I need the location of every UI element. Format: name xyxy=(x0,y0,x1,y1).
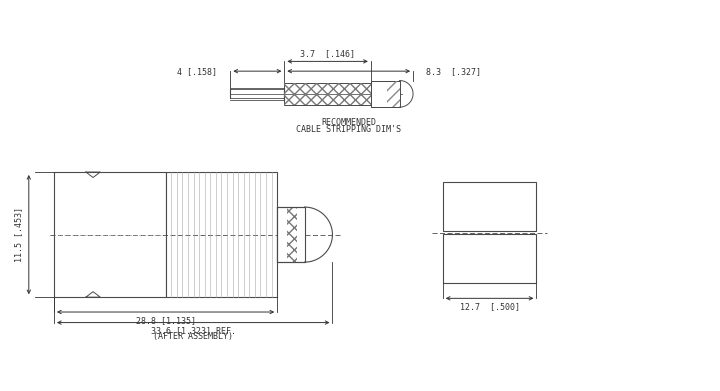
Text: 12.7  [.500]: 12.7 [.500] xyxy=(459,302,520,311)
Text: (AFTER ASSEMBLY): (AFTER ASSEMBLY) xyxy=(153,332,233,341)
Text: 11.5 [.453]: 11.5 [.453] xyxy=(14,207,23,262)
Bar xyxy=(292,207,297,262)
Bar xyxy=(443,234,536,283)
Bar xyxy=(287,207,292,262)
Bar xyxy=(166,172,277,297)
Text: CABLE STRIPPING DIM'S: CABLE STRIPPING DIM'S xyxy=(296,125,401,134)
Text: 4 [.158]: 4 [.158] xyxy=(177,66,217,76)
Bar xyxy=(371,81,400,107)
Bar xyxy=(443,182,536,231)
Bar xyxy=(387,81,400,107)
Text: 3.7  [.146]: 3.7 [.146] xyxy=(300,49,355,58)
Bar xyxy=(277,207,305,262)
Text: RECOMMENDED: RECOMMENDED xyxy=(321,118,377,127)
Text: 8.3  [.327]: 8.3 [.327] xyxy=(426,66,481,76)
Bar xyxy=(54,172,166,297)
Text: 28.8 [1.135]: 28.8 [1.135] xyxy=(135,316,196,325)
Bar xyxy=(284,83,371,105)
Bar xyxy=(284,83,371,105)
Text: 33.6 [1.323] REF.: 33.6 [1.323] REF. xyxy=(150,326,235,335)
